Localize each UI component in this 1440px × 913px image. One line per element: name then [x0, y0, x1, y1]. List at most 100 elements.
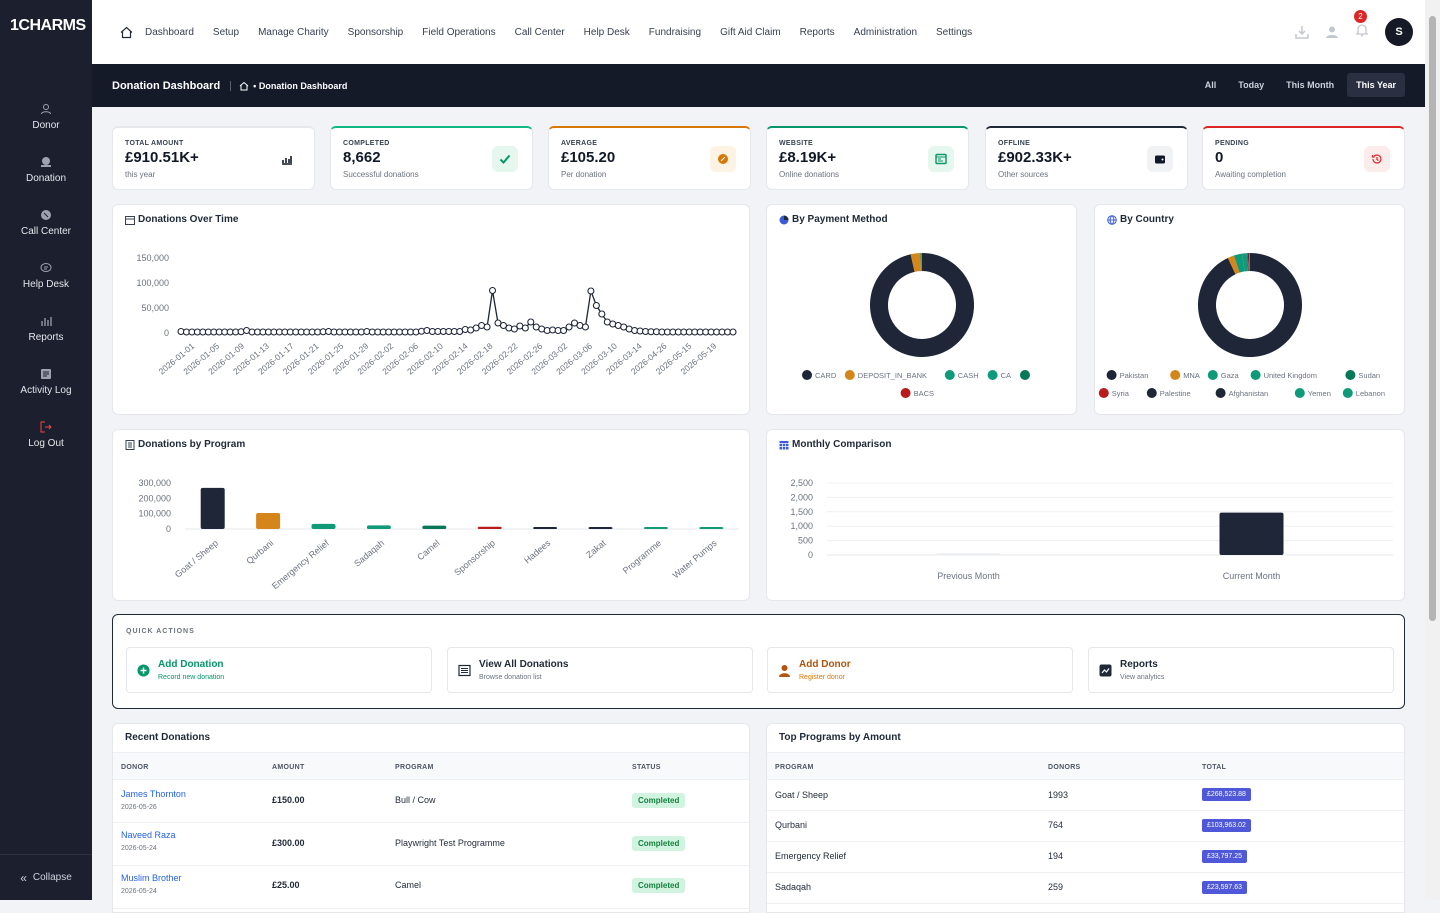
qa-title: Add Donor: [799, 659, 851, 670]
qa-subtitle: View analytics: [1120, 674, 1164, 681]
double-chevron-left-icon: «: [20, 871, 27, 885]
x-tick-label: Emergency Relief: [270, 538, 331, 592]
data-point: [599, 311, 605, 317]
topnav-help-desk[interactable]: Help Desk: [584, 27, 630, 38]
filter-this-year[interactable]: This Year: [1347, 73, 1405, 97]
status-badge: Completed: [632, 836, 685, 851]
sidebar-item-activity-log[interactable]: Activity Log: [0, 355, 92, 408]
topnav-field-operations[interactable]: Field Operations: [422, 27, 495, 38]
legend-label: CASH: [958, 371, 979, 380]
y-tick-label: 1,000: [790, 521, 813, 531]
table-row[interactable]: Muslim Brother 2026-05-24 £25.00 Camel C…: [113, 866, 749, 909]
view-all-donations-button[interactable]: View All Donations Browse donation list: [447, 647, 753, 693]
scrollbar-thumb[interactable]: [1429, 16, 1436, 621]
user-profile-icon[interactable]: [1325, 25, 1339, 39]
qa-title: View All Donations: [479, 659, 568, 670]
data-point: [588, 288, 594, 294]
bar: [312, 524, 336, 529]
breadcrumb-current: • Donation Dashboard: [253, 81, 347, 91]
add-donor-button[interactable]: Add Donor Register donor: [767, 647, 1073, 693]
legend-swatch: [1251, 370, 1261, 380]
legend-label: Syria: [1112, 389, 1130, 398]
table-row[interactable]: James Thornton 2026-05-26 £150.00 Bull /…: [113, 780, 749, 823]
filter-today[interactable]: Today: [1229, 73, 1273, 97]
sidebar-item-call-center[interactable]: Call Center: [0, 196, 92, 249]
donor-name-link[interactable]: Naveed Raza: [121, 830, 176, 840]
home-icon[interactable]: [120, 26, 133, 39]
donor-name-link[interactable]: James Thornton: [121, 789, 186, 799]
topnav-gift-aid-claim[interactable]: Gift Aid Claim: [720, 27, 781, 38]
table-row[interactable]: Emergency Relief 194 £33,797.25: [767, 842, 1404, 873]
donations-over-time-chart: 050,000100,000150,0002026-01-012026-01-0…: [113, 235, 749, 415]
topnav-dashboard[interactable]: Dashboard: [145, 27, 194, 38]
table-row[interactable]: Sadaqah 259 £23,597.63: [767, 873, 1404, 904]
sidebar-item-donor[interactable]: Donor: [0, 90, 92, 143]
table-row[interactable]: Qurbani 764 £103,963.02: [767, 811, 1404, 842]
column-header-status: STATUS: [632, 764, 661, 771]
y-tick-label: 500: [798, 536, 813, 546]
bell-icon: [1355, 23, 1369, 37]
program-name: Goat / Sheep: [775, 790, 828, 800]
collapse-button[interactable]: « Collapse: [0, 854, 92, 900]
legend-label: MNA: [1183, 371, 1200, 380]
topnav-manage-charity[interactable]: Manage Charity: [258, 27, 329, 38]
data-point: [490, 288, 496, 294]
legend-swatch: [901, 388, 911, 398]
stat-label: PENDING: [1215, 140, 1392, 147]
filter-all[interactable]: All: [1196, 73, 1226, 97]
topnav-setup[interactable]: Setup: [213, 27, 239, 38]
topnav-settings[interactable]: Settings: [936, 27, 972, 38]
stat-subtitle: Successful donations: [343, 170, 520, 179]
x-tick-label: Qurbani: [244, 538, 275, 566]
sidebar-item-reports[interactable]: Reports: [0, 302, 92, 355]
donor-name-link[interactable]: Muslim Brother: [121, 873, 182, 883]
legend-label: Afghanistan: [1229, 389, 1269, 398]
notification-count-badge: 2: [1354, 10, 1367, 23]
filter-this-month[interactable]: This Month: [1277, 73, 1343, 97]
home-icon[interactable]: [239, 81, 249, 91]
table-row[interactable]: Goat / Sheep 1993 £268,523.88: [767, 780, 1404, 811]
sidebar-item-donation[interactable]: Donation: [0, 143, 92, 196]
add-donation-button[interactable]: Add Donation Record new donation: [126, 647, 432, 693]
stat-card-completed: COMPLETED 8,662 Successful donations: [330, 126, 533, 190]
list-icon: [125, 440, 135, 450]
qa-title: Reports: [1120, 659, 1164, 670]
topnav-call-center[interactable]: Call Center: [515, 27, 565, 38]
topnav-administration[interactable]: Administration: [854, 27, 917, 38]
program-name: Qurbani: [775, 820, 807, 830]
program-name: Sadaqah: [775, 882, 811, 892]
page-scrollbar[interactable]: [1425, 0, 1440, 900]
legend-label: Gaza: [1221, 371, 1240, 380]
sidebar-item-label: Donation: [26, 173, 66, 184]
history-icon: [1364, 146, 1390, 172]
topnav-fundraising[interactable]: Fundraising: [649, 27, 701, 38]
donor-count: 259: [1048, 882, 1063, 892]
notifications-button[interactable]: 2: [1355, 23, 1369, 42]
user-avatar[interactable]: S: [1385, 18, 1413, 46]
table-row[interactable]: Naveed Raza 2026-05-24 £300.00 Playwrigh…: [113, 823, 749, 866]
sidebar-item-label: Log Out: [28, 438, 64, 449]
y-tick-label: 100,000: [138, 509, 171, 519]
topnav-reports[interactable]: Reports: [800, 27, 835, 38]
y-tick-label: 300,000: [138, 478, 171, 488]
user-icon: [778, 664, 791, 677]
donation-amount: £300.00: [272, 838, 305, 848]
y-tick-label: 0: [164, 328, 169, 338]
sidebar-item-logout[interactable]: Log Out: [0, 408, 92, 461]
legend-swatch: [1147, 388, 1157, 398]
donation-program: Playwright Test Programme: [395, 838, 505, 848]
donation-date: 2026-05-26: [121, 804, 157, 811]
x-tick-label: Sponsorship: [452, 538, 497, 578]
stat-card-pending: PENDING 0 Awaiting completion: [1202, 126, 1405, 190]
legend-label: CA: [1001, 371, 1011, 380]
stat-label: AVERAGE: [561, 140, 738, 147]
topnav-sponsorship[interactable]: Sponsorship: [348, 27, 404, 38]
total-badge: £33,797.25: [1202, 850, 1247, 863]
download-icon[interactable]: [1295, 25, 1309, 39]
sidebar-item-help-desk[interactable]: Help Desk: [0, 249, 92, 302]
x-tick-label: Goat / Sheep: [173, 538, 220, 580]
top-programs-card: Top Programs by Amount PROGRAM DONORS TO…: [766, 723, 1405, 913]
reports-button[interactable]: Reports View analytics: [1088, 647, 1394, 693]
